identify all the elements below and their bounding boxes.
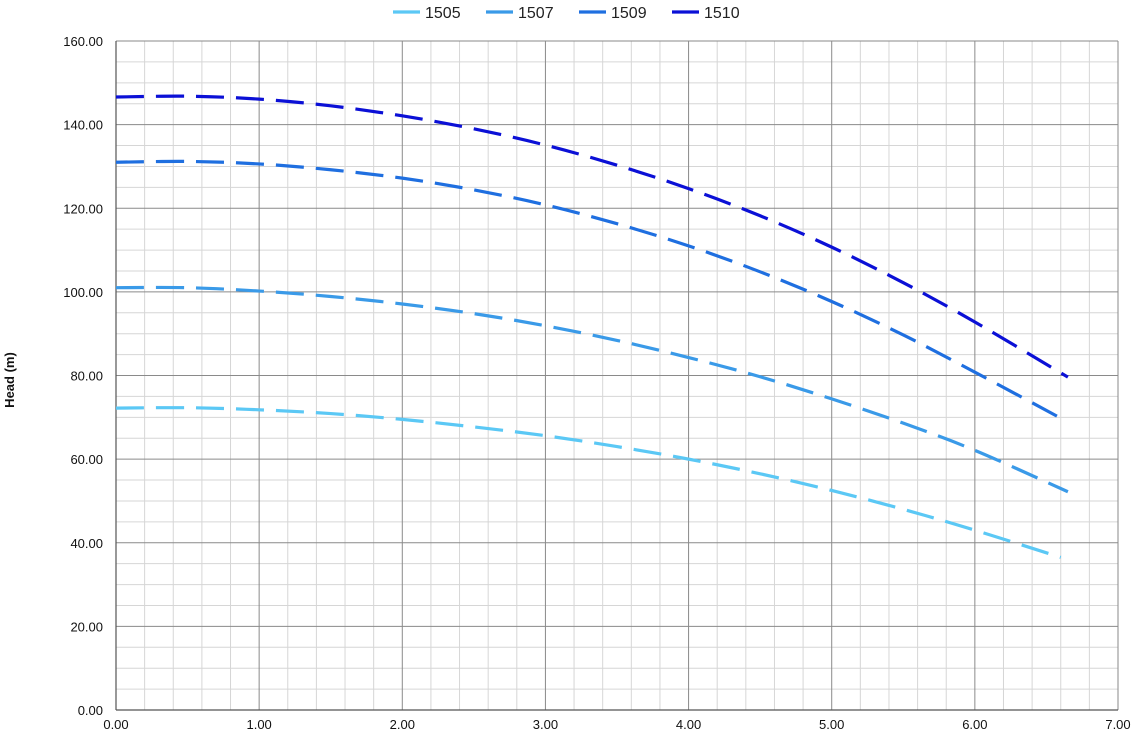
axis-layer: 0.00 1.00 2.00 3.00 4.00 5.00 6.00 7.00 0.00 20.0… xyxy=(63,34,1130,732)
x-tick-label: 6.00 xyxy=(962,717,987,732)
series-line-1510 xyxy=(115,94,1069,379)
x-tick-label: 7.00 xyxy=(1105,717,1130,732)
x-tick-label: 3.00 xyxy=(533,717,558,732)
series-line-1507 xyxy=(115,285,1069,494)
y-tick-label: 100.00 xyxy=(63,285,103,300)
x-tick-label: 1.00 xyxy=(246,717,271,732)
grid-layer xyxy=(116,40,1119,710)
x-tick-label: 0.00 xyxy=(103,717,128,732)
x-tick-label: 2.00 xyxy=(390,717,415,732)
y-tick-label: 140.00 xyxy=(63,118,103,133)
y-axis-title: Head (m) xyxy=(2,352,17,408)
y-tick-label: 80.00 xyxy=(70,369,103,384)
legend-label: 1510 xyxy=(704,5,740,22)
x-tick-label: 4.00 xyxy=(676,717,701,732)
legend-label: 1505 xyxy=(425,5,461,22)
x-tick-label: 5.00 xyxy=(819,717,844,732)
legend: 1505 1507 1509 1510 xyxy=(393,5,740,22)
y-tick-label: 160.00 xyxy=(63,34,103,49)
series-line-1509 xyxy=(115,159,1062,420)
y-tick-label: 60.00 xyxy=(70,452,103,467)
y-tick-label: 20.00 xyxy=(70,619,103,634)
series-layer xyxy=(115,94,1069,559)
y-tick-label: 120.00 xyxy=(63,201,103,216)
y-tick-label: 40.00 xyxy=(70,536,103,551)
y-tick-label: 0.00 xyxy=(78,703,103,718)
legend-label: 1507 xyxy=(518,5,554,22)
legend-label: 1509 xyxy=(611,5,647,22)
